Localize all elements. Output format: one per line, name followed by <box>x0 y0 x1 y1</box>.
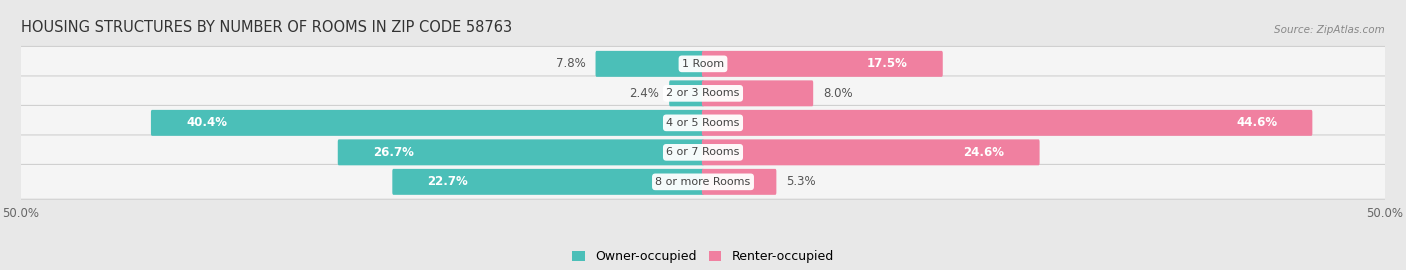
FancyBboxPatch shape <box>596 51 704 77</box>
FancyBboxPatch shape <box>702 110 1312 136</box>
Text: 5.3%: 5.3% <box>786 175 815 188</box>
Text: HOUSING STRUCTURES BY NUMBER OF ROOMS IN ZIP CODE 58763: HOUSING STRUCTURES BY NUMBER OF ROOMS IN… <box>21 20 512 35</box>
FancyBboxPatch shape <box>150 110 704 136</box>
Text: 1 Room: 1 Room <box>682 59 724 69</box>
Text: 4 or 5 Rooms: 4 or 5 Rooms <box>666 118 740 128</box>
Text: 44.6%: 44.6% <box>1236 116 1277 129</box>
FancyBboxPatch shape <box>20 135 1386 170</box>
FancyBboxPatch shape <box>702 80 813 106</box>
Legend: Owner-occupied, Renter-occupied: Owner-occupied, Renter-occupied <box>572 250 834 263</box>
Text: 17.5%: 17.5% <box>866 57 908 70</box>
FancyBboxPatch shape <box>669 80 704 106</box>
Text: 26.7%: 26.7% <box>373 146 413 159</box>
Text: 2 or 3 Rooms: 2 or 3 Rooms <box>666 88 740 98</box>
FancyBboxPatch shape <box>702 51 943 77</box>
FancyBboxPatch shape <box>20 76 1386 111</box>
Text: 22.7%: 22.7% <box>427 175 468 188</box>
FancyBboxPatch shape <box>702 169 776 195</box>
Text: 2.4%: 2.4% <box>630 87 659 100</box>
Text: 8.0%: 8.0% <box>823 87 852 100</box>
Text: 6 or 7 Rooms: 6 or 7 Rooms <box>666 147 740 157</box>
Text: 40.4%: 40.4% <box>186 116 228 129</box>
FancyBboxPatch shape <box>20 106 1386 140</box>
FancyBboxPatch shape <box>337 139 704 165</box>
FancyBboxPatch shape <box>392 169 704 195</box>
Text: 7.8%: 7.8% <box>555 57 586 70</box>
Text: 8 or more Rooms: 8 or more Rooms <box>655 177 751 187</box>
FancyBboxPatch shape <box>702 139 1039 165</box>
FancyBboxPatch shape <box>20 164 1386 199</box>
FancyBboxPatch shape <box>20 46 1386 81</box>
Text: 24.6%: 24.6% <box>963 146 1004 159</box>
Text: Source: ZipAtlas.com: Source: ZipAtlas.com <box>1274 25 1385 35</box>
